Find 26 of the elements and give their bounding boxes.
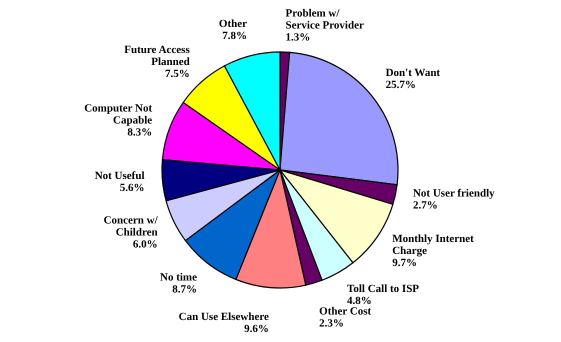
slice-label: Toll Call to ISP [347, 282, 420, 295]
data-label: 6.0% [132, 238, 158, 250]
slice-label: Concern w/ Children [104, 214, 159, 238]
slice-label: Not Useful [94, 170, 145, 182]
data-label: 8.3% [127, 126, 152, 138]
slice-label: Monthly Internet Charge [392, 232, 474, 257]
data-label: 25.7% [386, 78, 416, 91]
data-label: 2.7% [413, 200, 438, 212]
data-label: 9.7% [392, 256, 417, 269]
slice-label: Problem w/ Service Provider [286, 8, 364, 32]
slice-label: Don't Want [386, 66, 440, 79]
slice-label: Other Cost [319, 305, 372, 318]
data-label: 7.8% [222, 30, 248, 42]
data-label: 2.3% [319, 317, 344, 330]
slice-label: Other [218, 18, 248, 30]
data-label: 5.6% [120, 182, 145, 194]
slice-label: Computer Not Capable [84, 102, 153, 126]
data-label: 8.7% [172, 284, 197, 296]
slice-label: Not User friendly [413, 188, 496, 200]
data-label: 7.5% [164, 68, 190, 80]
data-label: 1.3% [286, 32, 310, 44]
data-label: 4.8% [347, 294, 372, 307]
slice-label: Future Access Planned [124, 44, 190, 68]
data-label: 9.6% [244, 323, 269, 336]
slice-label: No time [160, 272, 198, 284]
slice-label: Can Use Elsewhere [178, 311, 270, 324]
